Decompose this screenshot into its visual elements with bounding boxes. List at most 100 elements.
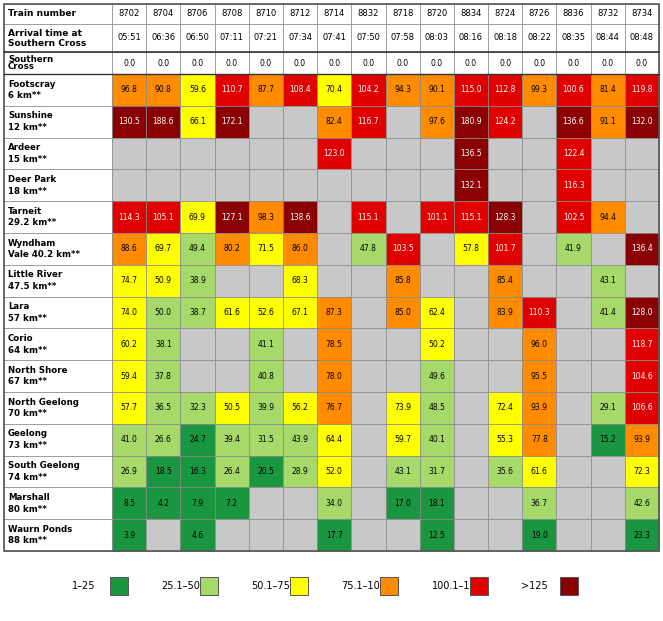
Bar bbox=[180, 329, 215, 360]
Bar bbox=[522, 233, 556, 265]
Bar bbox=[249, 519, 283, 551]
Text: 72.4: 72.4 bbox=[497, 404, 514, 412]
Bar bbox=[249, 74, 283, 106]
Text: 0.0: 0.0 bbox=[225, 58, 238, 68]
Bar bbox=[385, 519, 420, 551]
Text: 75.1–100: 75.1–100 bbox=[341, 581, 387, 591]
Text: 05:51: 05:51 bbox=[117, 34, 141, 42]
Text: 31.5: 31.5 bbox=[257, 435, 274, 444]
Text: 180.9: 180.9 bbox=[460, 117, 482, 126]
Text: 55.3: 55.3 bbox=[497, 435, 514, 444]
Text: 4.6: 4.6 bbox=[192, 530, 204, 540]
Bar bbox=[420, 392, 454, 424]
Bar bbox=[420, 138, 454, 170]
Text: 74.7: 74.7 bbox=[121, 276, 138, 285]
Bar bbox=[488, 138, 522, 170]
Bar bbox=[4, 360, 112, 392]
Bar bbox=[112, 297, 146, 329]
Bar bbox=[317, 24, 351, 52]
Bar bbox=[283, 487, 317, 519]
Bar bbox=[351, 201, 385, 233]
Bar bbox=[488, 233, 522, 265]
Bar bbox=[146, 52, 180, 74]
Text: Waurn Ponds: Waurn Ponds bbox=[8, 525, 72, 534]
Bar bbox=[249, 487, 283, 519]
Text: 8732: 8732 bbox=[597, 9, 619, 19]
Bar bbox=[283, 297, 317, 329]
Bar bbox=[522, 487, 556, 519]
Text: 36.5: 36.5 bbox=[154, 404, 172, 412]
Text: 31.7: 31.7 bbox=[428, 467, 446, 476]
Bar bbox=[283, 233, 317, 265]
Bar bbox=[180, 201, 215, 233]
Text: 85.4: 85.4 bbox=[497, 276, 514, 285]
Text: 115.1: 115.1 bbox=[460, 212, 482, 222]
Text: 94.4: 94.4 bbox=[599, 212, 616, 222]
Text: 0.0: 0.0 bbox=[568, 58, 579, 68]
Bar bbox=[112, 106, 146, 138]
Text: Ardeer: Ardeer bbox=[8, 143, 41, 152]
Bar bbox=[454, 74, 488, 106]
Text: 95.5: 95.5 bbox=[531, 371, 548, 381]
Text: 188.6: 188.6 bbox=[152, 117, 174, 126]
Text: 114.3: 114.3 bbox=[118, 212, 140, 222]
Bar bbox=[215, 392, 249, 424]
Bar bbox=[420, 4, 454, 24]
Bar bbox=[4, 4, 112, 24]
Text: Deer Park: Deer Park bbox=[8, 175, 56, 184]
Text: 64 km**: 64 km** bbox=[8, 345, 47, 355]
Bar bbox=[454, 52, 488, 74]
Text: 71.5: 71.5 bbox=[257, 245, 274, 253]
Bar bbox=[351, 424, 385, 456]
Text: 98.3: 98.3 bbox=[257, 212, 274, 222]
Text: 08:22: 08:22 bbox=[527, 34, 551, 42]
Text: 41.9: 41.9 bbox=[565, 245, 582, 253]
Bar bbox=[488, 24, 522, 52]
Bar bbox=[625, 424, 659, 456]
Text: 116.7: 116.7 bbox=[357, 117, 379, 126]
Bar bbox=[522, 138, 556, 170]
Bar bbox=[4, 74, 112, 106]
Bar bbox=[488, 106, 522, 138]
Text: 12.5: 12.5 bbox=[428, 530, 445, 540]
Text: 123.0: 123.0 bbox=[324, 149, 345, 158]
Bar bbox=[420, 360, 454, 392]
Text: 43.1: 43.1 bbox=[394, 467, 411, 476]
Bar bbox=[591, 201, 625, 233]
Bar bbox=[385, 424, 420, 456]
Bar bbox=[249, 360, 283, 392]
Text: 41.1: 41.1 bbox=[257, 340, 274, 349]
Bar bbox=[351, 233, 385, 265]
Text: 8.5: 8.5 bbox=[123, 499, 135, 508]
Bar bbox=[317, 329, 351, 360]
Bar bbox=[454, 170, 488, 201]
Text: 18.1: 18.1 bbox=[428, 499, 445, 508]
Bar bbox=[522, 170, 556, 201]
Bar bbox=[556, 106, 591, 138]
Text: 52.6: 52.6 bbox=[257, 308, 274, 317]
Bar bbox=[556, 519, 591, 551]
Bar bbox=[112, 170, 146, 201]
Bar bbox=[146, 297, 180, 329]
Text: 0.0: 0.0 bbox=[601, 58, 614, 68]
Text: 8832: 8832 bbox=[358, 9, 379, 19]
Bar bbox=[556, 170, 591, 201]
Text: 128.3: 128.3 bbox=[495, 212, 516, 222]
Text: 81.4: 81.4 bbox=[599, 86, 616, 94]
Bar bbox=[180, 74, 215, 106]
Bar bbox=[146, 519, 180, 551]
Bar bbox=[556, 424, 591, 456]
Bar bbox=[146, 392, 180, 424]
Bar bbox=[488, 360, 522, 392]
Bar bbox=[215, 52, 249, 74]
Bar bbox=[4, 170, 112, 201]
Bar bbox=[180, 265, 215, 297]
Text: 38.7: 38.7 bbox=[189, 308, 206, 317]
Text: 57.7: 57.7 bbox=[121, 404, 138, 412]
Text: 26.4: 26.4 bbox=[223, 467, 240, 476]
Text: 102.5: 102.5 bbox=[563, 212, 584, 222]
Bar bbox=[317, 201, 351, 233]
Bar bbox=[317, 392, 351, 424]
Bar bbox=[146, 329, 180, 360]
Bar bbox=[351, 519, 385, 551]
